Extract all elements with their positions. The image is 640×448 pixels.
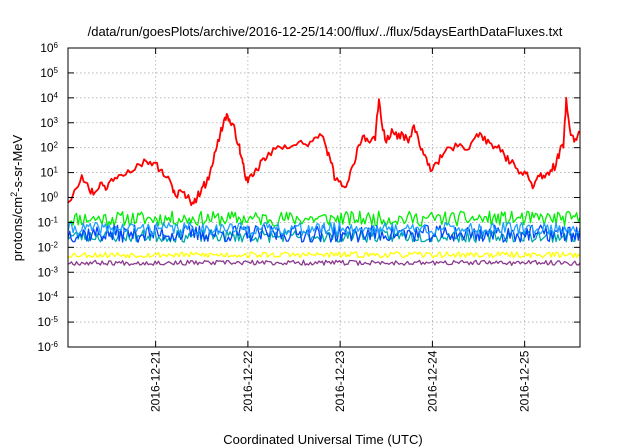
series-layer [67, 96, 581, 266]
x-tick-label: 2016-12-25 [518, 350, 532, 412]
y-tick-label: 104 [40, 90, 58, 105]
x-tick-labels: 2016-12-21 2016-12-22 2016-12-23 2016-12-24… [149, 350, 532, 412]
y-tick-labels: 10-6 10-5 10-4 10-3 10-2 10-1 100 101 102 103 104 1… [38, 41, 59, 355]
chart-title: /data/run/goesPlots/archive/2016-12-25/1… [88, 24, 563, 39]
y-tick-label: 10-2 [38, 240, 59, 255]
y-tick-label: 10-1 [38, 215, 59, 230]
y-axis-label: protons/cm2-s-sr-MeV [9, 134, 25, 261]
flux-series-line [67, 259, 581, 266]
y-tick-label: 103 [40, 115, 58, 130]
flux-series-line [67, 221, 581, 236]
flux-series-line [67, 96, 581, 207]
tick-layer [68, 47, 580, 348]
y-tick-label: 105 [40, 65, 58, 80]
y-tick-label: 10-3 [38, 265, 59, 280]
x-tick-label: 2016-12-21 [149, 350, 163, 412]
y-tick-label: 102 [40, 140, 58, 155]
flux-series-line [67, 224, 581, 243]
y-tick-label: 10-5 [38, 315, 59, 330]
grid-layer [68, 47, 580, 348]
y-tick-label: 10-6 [38, 340, 59, 355]
x-axis-label: Coordinated Universal Time (UTC) [223, 432, 422, 447]
y-tick-label: 100 [40, 190, 58, 205]
y-tick-label: 106 [40, 41, 58, 56]
y-tick-label: 101 [40, 165, 58, 180]
x-tick-label: 2016-12-23 [333, 350, 347, 412]
x-tick-label: 2016-12-24 [425, 350, 439, 412]
flux-series-line [67, 251, 581, 259]
flux-series-line [67, 210, 581, 227]
x-tick-label: 2016-12-22 [241, 350, 255, 412]
y-tick-label: 10-4 [38, 290, 59, 305]
